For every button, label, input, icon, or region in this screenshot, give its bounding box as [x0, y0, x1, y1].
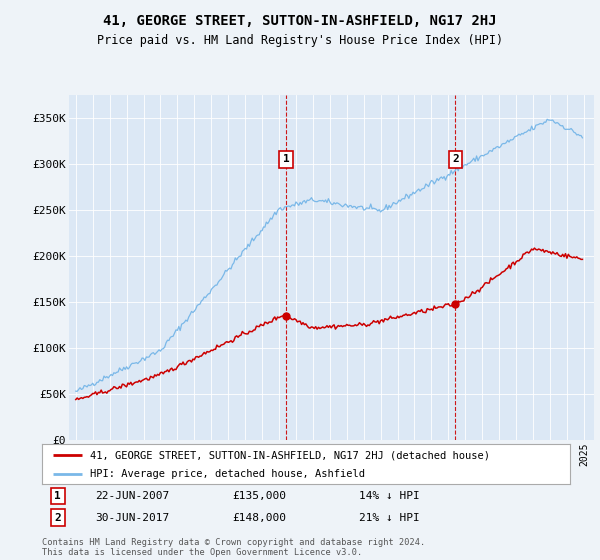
- Text: 2: 2: [55, 512, 61, 522]
- Text: £148,000: £148,000: [232, 512, 286, 522]
- Text: 41, GEORGE STREET, SUTTON-IN-ASHFIELD, NG17 2HJ: 41, GEORGE STREET, SUTTON-IN-ASHFIELD, N…: [103, 14, 497, 28]
- Text: £135,000: £135,000: [232, 491, 286, 501]
- Text: 2: 2: [452, 155, 459, 165]
- Text: 1: 1: [55, 491, 61, 501]
- Text: Price paid vs. HM Land Registry's House Price Index (HPI): Price paid vs. HM Land Registry's House …: [97, 34, 503, 46]
- Text: Contains HM Land Registry data © Crown copyright and database right 2024.
This d: Contains HM Land Registry data © Crown c…: [42, 538, 425, 557]
- Text: HPI: Average price, detached house, Ashfield: HPI: Average price, detached house, Ashf…: [89, 469, 365, 479]
- Text: 30-JUN-2017: 30-JUN-2017: [95, 512, 169, 522]
- Text: 14% ↓ HPI: 14% ↓ HPI: [359, 491, 419, 501]
- Text: 1: 1: [283, 155, 289, 165]
- Text: 41, GEORGE STREET, SUTTON-IN-ASHFIELD, NG17 2HJ (detached house): 41, GEORGE STREET, SUTTON-IN-ASHFIELD, N…: [89, 450, 490, 460]
- Text: 21% ↓ HPI: 21% ↓ HPI: [359, 512, 419, 522]
- Text: 22-JUN-2007: 22-JUN-2007: [95, 491, 169, 501]
